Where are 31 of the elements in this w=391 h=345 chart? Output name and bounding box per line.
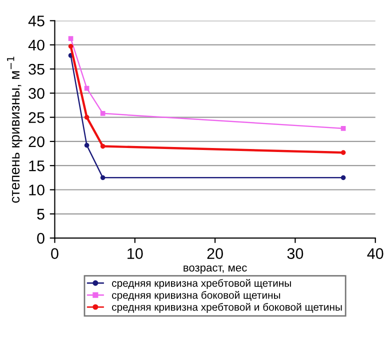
point: [100, 111, 106, 116]
y-tick-label: 45: [28, 16, 44, 26]
point: [84, 142, 90, 148]
y-tick-label: 10: [29, 184, 44, 196]
legend-label: средняя кривизна боковой щетины: [112, 290, 280, 301]
x-tick-label: 10: [128, 248, 143, 259]
y-tick-label: 15: [29, 160, 44, 172]
point: [68, 44, 74, 49]
legend-label: средняя кривизна хребтовой и боковой щетины: [112, 302, 342, 313]
point: [340, 126, 346, 131]
point: [340, 175, 346, 180]
x-tick-label: 30: [287, 248, 304, 259]
x-axis-title: возраст, мес: [184, 265, 247, 274]
y-tick-label: 35: [28, 64, 44, 75]
point: [84, 86, 90, 91]
point: [100, 175, 106, 180]
y-tick-label: 0: [37, 232, 44, 244]
y-tick-label: 30: [28, 88, 44, 99]
y-tick-label: 25: [28, 112, 44, 123]
x-tick-label: 0: [51, 248, 58, 259]
point: [84, 114, 90, 120]
point: [100, 144, 106, 149]
y-tick-label: 40: [28, 40, 44, 51]
y-tick-label: 20: [28, 136, 44, 148]
x-tick-label: 40: [367, 248, 384, 259]
x-tick-label: 20: [207, 248, 223, 259]
y-tick-label: 5: [37, 208, 44, 220]
legend-label: средняя кривизна хребтовой щетины: [112, 278, 291, 289]
point: [340, 150, 346, 155]
point: [68, 36, 74, 41]
y-axis-title: степень кривизны, м$^{−1}$: [7, 56, 22, 203]
